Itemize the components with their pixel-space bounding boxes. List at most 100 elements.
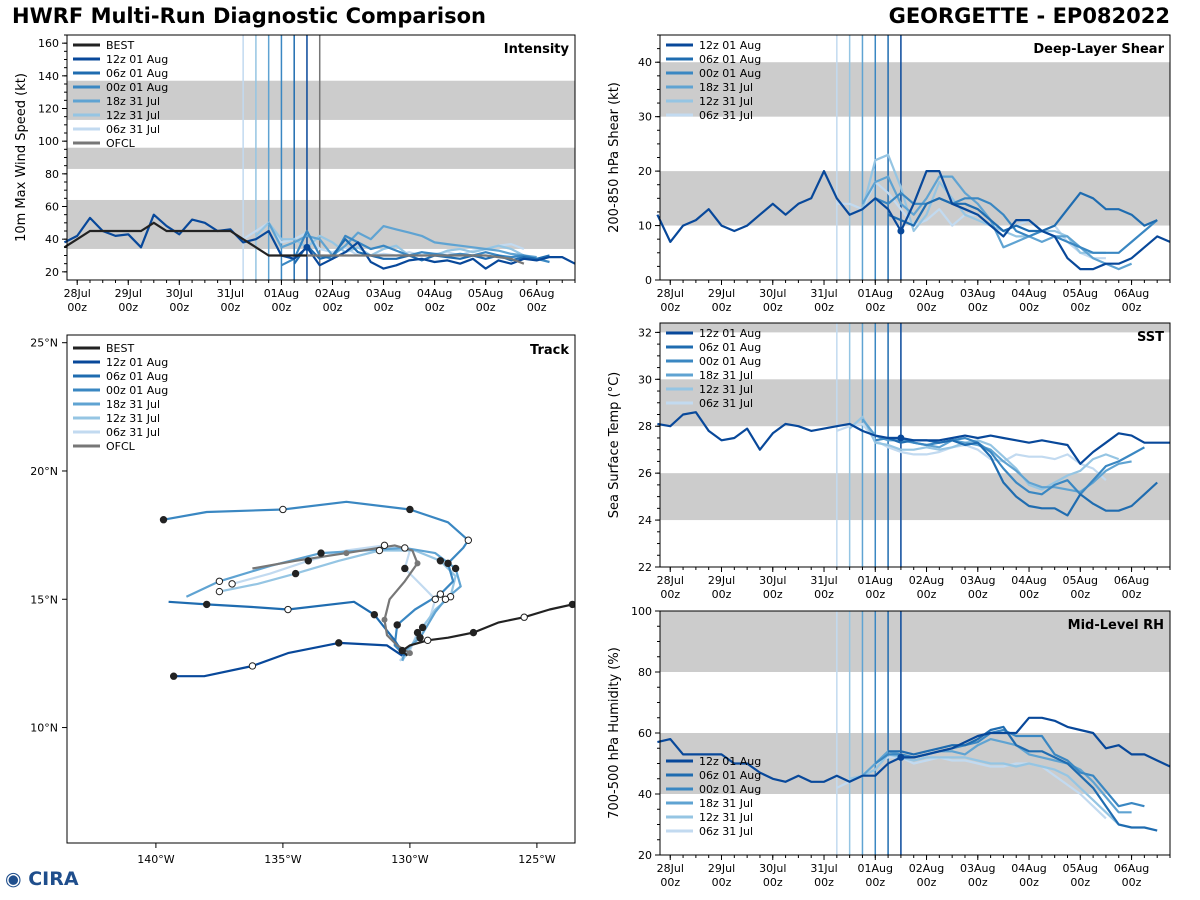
track-point (335, 639, 343, 647)
sst-legend-label: 12z 01 Aug (699, 327, 761, 340)
track-point (393, 621, 401, 629)
track-ofcl-line (252, 544, 419, 655)
track-point (418, 623, 427, 632)
track-best-point (568, 600, 575, 609)
sst-xtick-label: 05Aug (1063, 574, 1098, 587)
intensity-xtick-label: 31Jul (217, 287, 244, 300)
track-legend-label: 06z 01 Aug (106, 370, 168, 383)
sst-xtick-label-hour: 00z (660, 588, 680, 601)
sst-xtick-label: 01Aug (858, 574, 893, 587)
sst-legend-label: 18z 31 Jul (699, 369, 753, 382)
track-legend-label: BEST (106, 342, 134, 355)
sst-xtick-label-hour: 00z (1122, 588, 1142, 601)
rh-xtick-label: 01Aug (858, 862, 893, 875)
rh-ylabel: 700-500 hPa Humidity (%) (607, 647, 622, 819)
track-title: Track (530, 343, 569, 358)
sst-xtick-label: 29Jul (708, 574, 735, 587)
track-point (416, 634, 424, 642)
sst-legend-label: 06z 01 Aug (699, 341, 761, 354)
rh-legend-label: 06z 31 Jul (699, 825, 753, 838)
track-point (228, 580, 236, 588)
intensity-xtick-label: 04Aug (417, 287, 452, 300)
shear-series-line (874, 191, 1158, 254)
shear-ytick-label: 40 (638, 56, 652, 69)
intensity-xtick-label: 01Aug (264, 287, 299, 300)
rh-xtick-label-hour: 00z (814, 876, 834, 889)
intensity-xtick-label-hour: 00z (527, 301, 547, 314)
sst-xtick-label-hour: 00z (814, 588, 834, 601)
track-xtick-label: 135°W (264, 853, 301, 866)
shear-xtick-label-hour: 00z (1122, 301, 1142, 314)
track-point (284, 605, 292, 614)
sst-legend-label: 12z 31 Jul (699, 383, 753, 396)
track-ytick-label: 25°N (30, 337, 58, 350)
sst-title: SST (1137, 330, 1164, 345)
rh-title: Mid-Level RH (1068, 618, 1164, 633)
rh-series-line (849, 753, 1120, 826)
sst-xtick-label-hour: 00z (1019, 588, 1039, 601)
intensity-legend-label: 12z 01 Aug (106, 53, 168, 66)
track-series-line (173, 641, 403, 678)
track-ofcl-point (343, 550, 350, 557)
sst-xtick-label-hour: 00z (712, 588, 732, 601)
sst-xtick-label-hour: 00z (865, 588, 885, 601)
shear-ytick-label: 10 (638, 220, 652, 233)
track-point (375, 546, 384, 555)
cira-logo: ◉ CIRA (5, 868, 79, 890)
track-point (406, 505, 414, 514)
intensity-ytick-label: 120 (38, 103, 59, 116)
shear-xtick-label-hour: 00z (1070, 301, 1090, 314)
shear-panel: 01020304028Jul00z29Jul00z30Jul00z31Jul00… (607, 34, 1171, 314)
shear-xtick-label: 01Aug (858, 287, 893, 300)
rh-series-line (657, 716, 1171, 783)
rh-xtick-label-hour: 00z (968, 876, 988, 889)
track-legend-label: 18z 31 Jul (106, 398, 160, 411)
shear-xtick-label: 29Jul (708, 287, 735, 300)
sst-ytick-label: 30 (638, 373, 652, 386)
intensity-legend-label: 06z 01 Aug (106, 67, 168, 80)
intensity-xtick-label: 02Aug (315, 287, 350, 300)
shear-legend-label: 06z 31 Jul (699, 109, 753, 122)
intensity-xtick-label: 05Aug (468, 287, 503, 300)
intensity-legend-label: 00z 01 Aug (106, 81, 168, 94)
shear-ylabel: 200-850 hPa Shear (kt) (607, 82, 622, 233)
shear-series-line (861, 175, 1133, 271)
track-point (215, 577, 224, 586)
track-ytick-label: 15°N (30, 593, 58, 606)
rh-xtick-label-hour: 00z (865, 876, 885, 889)
track-ofcl-point (406, 650, 413, 657)
rh-xtick-label: 31Jul (810, 862, 837, 875)
intensity-ofcl-line-series (307, 254, 525, 265)
intensity-xtick-label-hour: 00z (425, 301, 445, 314)
rh-band (660, 611, 1170, 672)
sst-ytick-label: 28 (638, 420, 652, 433)
shear-xtick-label: 30Jul (759, 287, 786, 300)
shear-xtick-label-hour: 00z (1019, 301, 1039, 314)
shear-xtick-label: 31Jul (810, 287, 837, 300)
track-point (436, 590, 445, 598)
shear-series-line (656, 170, 1171, 271)
rh-ytick-label: 20 (638, 849, 652, 862)
sst-xtick-label-hour: 00z (968, 588, 988, 601)
rh-ytick-label: 80 (638, 666, 652, 679)
intensity-xtick-label-hour: 00z (272, 301, 292, 314)
rh-xtick-label: 06Aug (1114, 862, 1149, 875)
track-point (464, 536, 473, 544)
track-xtick-label: 125°W (518, 853, 555, 866)
track-point (304, 557, 312, 565)
intensity-xtick-label: 06Aug (519, 287, 554, 300)
intensity-ytick-label: 140 (38, 70, 59, 83)
sst-xtick-label: 02Aug (909, 574, 944, 587)
intensity-ytick-label: 100 (38, 135, 59, 148)
sst-xtick-label: 30Jul (759, 574, 786, 587)
rh-legend-label: 06z 01 Aug (699, 769, 761, 782)
shear-ytick-label: 0 (645, 274, 652, 287)
track-legend-label: 12z 01 Aug (106, 356, 168, 369)
intensity-ylabel: 10m Max Wind Speed (kt) (14, 73, 29, 242)
track-ytick-label: 10°N (30, 722, 58, 735)
intensity-title: Intensity (504, 42, 570, 57)
rh-legend-label: 00z 01 Aug (699, 783, 761, 796)
shear-xtick-label-hour: 00z (865, 301, 885, 314)
intensity-ytick-label: 160 (38, 37, 59, 50)
